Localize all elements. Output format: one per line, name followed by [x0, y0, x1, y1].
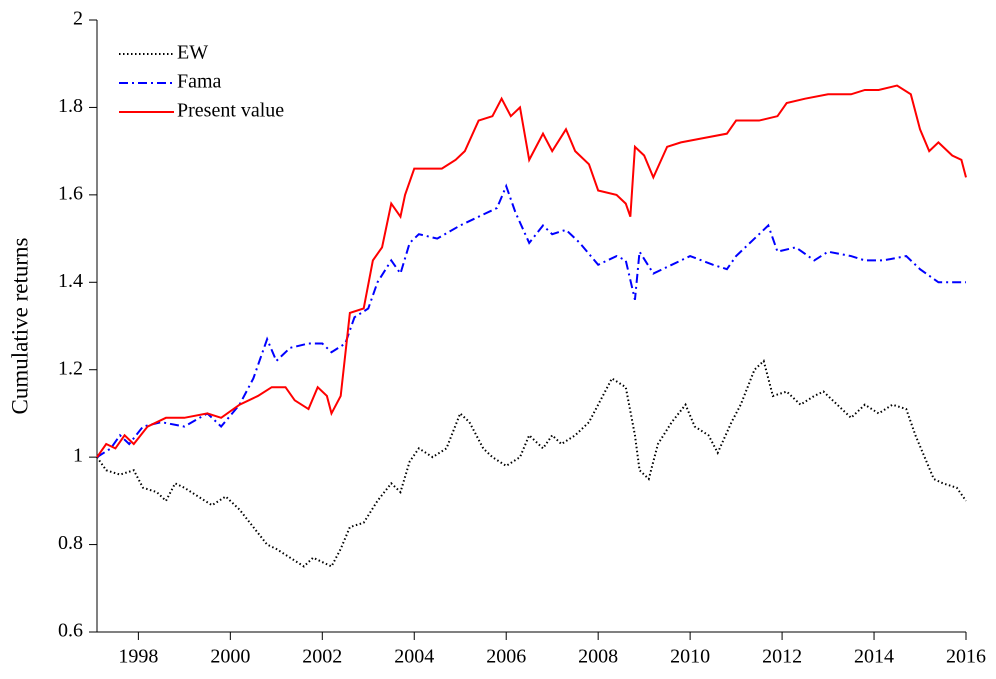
x-tick-label: 1998: [118, 646, 158, 668]
x-tick-label: 2008: [578, 646, 618, 668]
y-tick-label: 0.6: [58, 620, 83, 642]
y-tick-label: 2: [73, 8, 83, 30]
y-tick-label: 1: [73, 445, 83, 467]
x-tick-label: 2014: [854, 646, 894, 668]
x-tick-label: 2002: [302, 646, 342, 668]
series-line: [96, 183, 966, 458]
legend-label: Fama: [177, 71, 222, 93]
series-line: [96, 84, 967, 458]
y-axis-label: Cumulative returns: [7, 237, 32, 414]
y-tick-label: 0.8: [58, 532, 83, 554]
x-tick-label: 2004: [394, 646, 434, 668]
y-tick-label: 1.2: [58, 357, 83, 379]
series-line: [96, 359, 967, 568]
y-tick-label: 1.6: [58, 182, 83, 204]
x-tick-label: 2016: [946, 646, 986, 668]
x-tick-label: 2000: [210, 646, 250, 668]
y-tick-label: 1.4: [58, 270, 83, 292]
legend-label: Present value: [177, 100, 284, 122]
x-tick-label: 2006: [486, 646, 526, 668]
x-tick-label: 2012: [762, 646, 802, 668]
x-tick-label: 2010: [670, 646, 710, 668]
y-tick-label: 1.8: [58, 95, 83, 117]
legend-label: EW: [177, 42, 208, 64]
